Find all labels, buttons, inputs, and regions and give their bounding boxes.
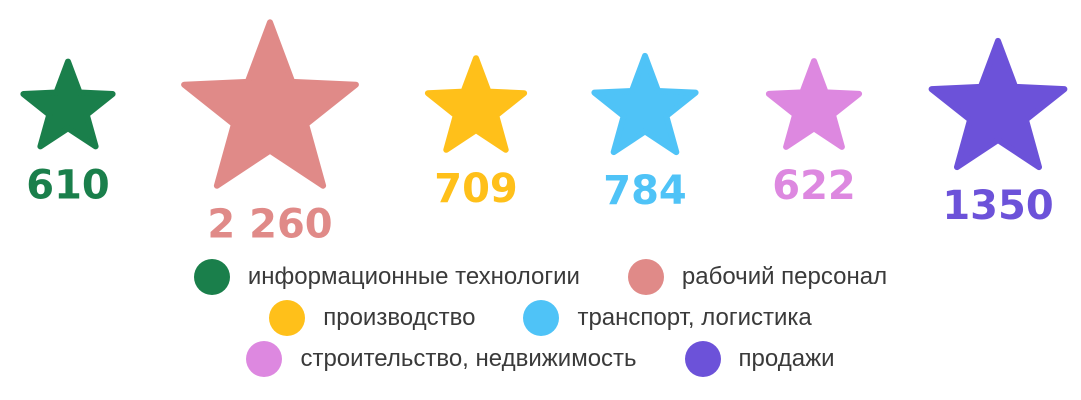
legend-swatch [193,258,230,295]
value-label: 610 [26,162,110,208]
star-mark [765,58,863,150]
legend-item: рабочий персонал [627,258,888,295]
legend-swatch [684,340,721,377]
legend-label: транспорт, логистика [577,303,812,331]
legend-row: информационные технологии рабочий персон… [0,256,1081,297]
legend-swatch [246,340,283,377]
legend-item: транспорт, логистика [523,299,812,336]
legend-swatch [627,258,664,295]
star-chart: 610 2 260 709 784 622 1350 [20,19,1068,248]
legend-row: строительство, недвижимость продажи [0,338,1081,379]
legend-label: рабочий персонал [681,262,888,290]
value-label: 709 [434,166,518,212]
star-mark [181,19,359,189]
value-label: 784 [603,168,687,214]
value-label: 1350 [942,183,1053,229]
legend-label: информационные технологии [247,262,580,290]
legend-swatch [523,299,560,336]
star-mark [424,55,528,153]
legend-label: производство [323,303,476,331]
value-label: 622 [772,163,856,209]
star-mark [20,58,116,150]
legend-item: информационные технологии [193,258,580,295]
legend: информационные технологии рабочий персон… [0,256,1081,379]
legend-item: строительство, недвижимость [246,340,637,377]
legend-row: производство транспорт, логистика [0,297,1081,338]
star-mark [591,52,699,156]
legend-label: строительство, недвижимость [300,344,637,372]
legend-item: продажи [684,340,835,377]
star-mark [928,37,1068,171]
legend-label: продажи [738,344,835,372]
legend-swatch [269,299,306,336]
value-label: 2 260 [207,202,332,248]
legend-item: производство [269,299,476,336]
